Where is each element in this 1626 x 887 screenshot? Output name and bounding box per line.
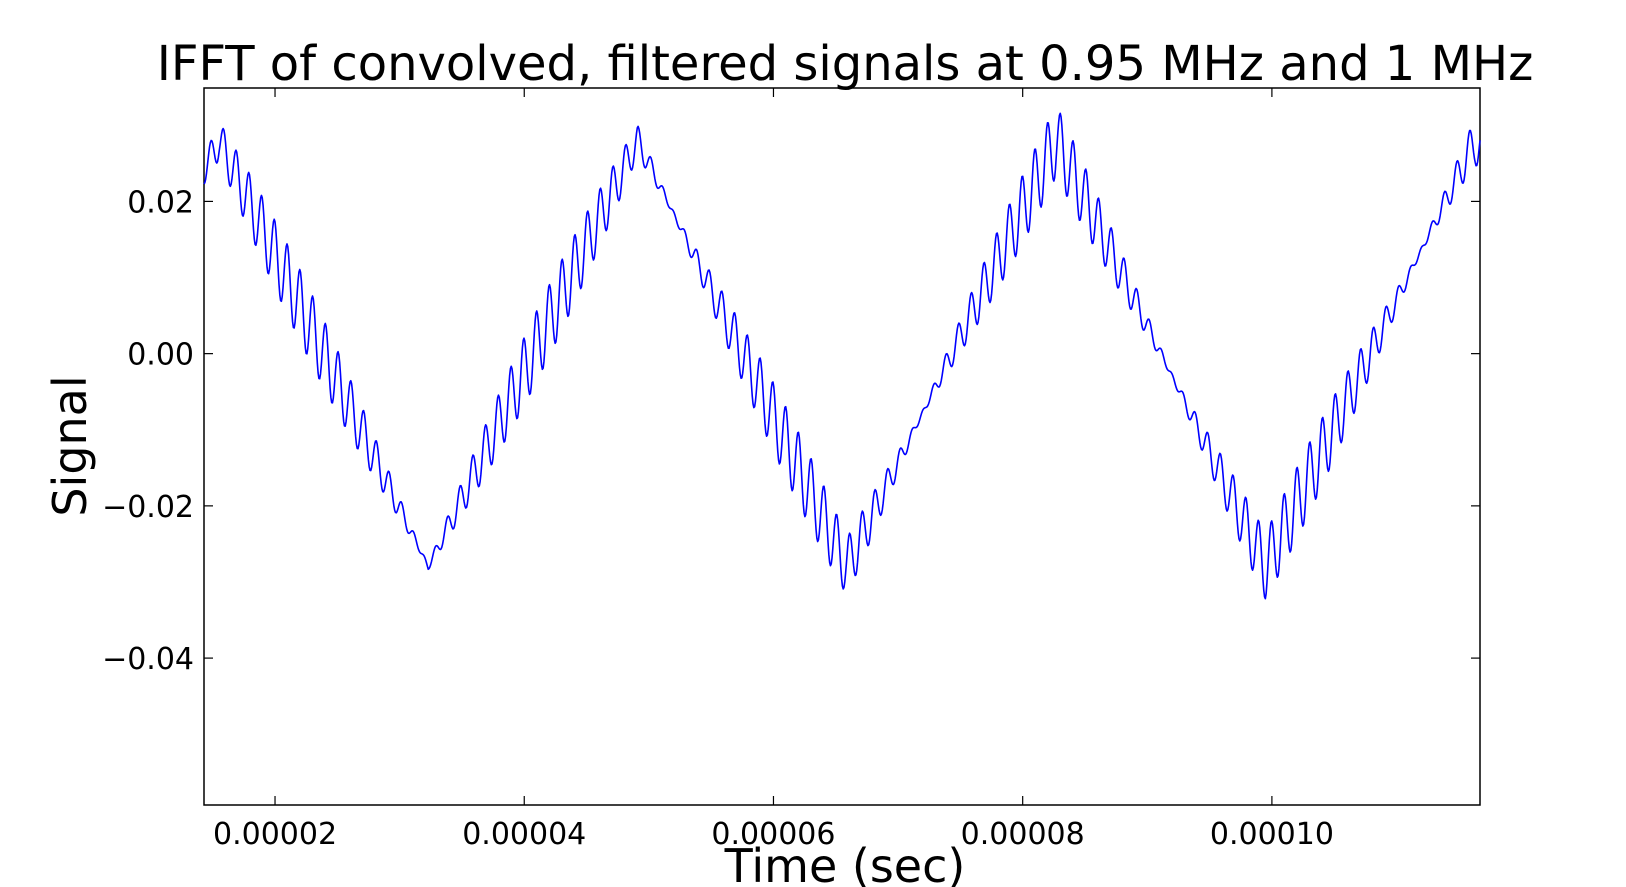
chart-title: IFFT of convolved, filtered signals at 0…: [157, 36, 1534, 92]
y-tick-label: −0.04: [102, 642, 194, 677]
y-tick-label: 0.00: [127, 338, 194, 373]
x-tick-label: 0.00008: [961, 817, 1085, 852]
x-tick-label: 0.00004: [462, 817, 586, 852]
series-group: [203, 112, 1481, 600]
x-tick-label: 0.00010: [1210, 817, 1334, 852]
x-axis-label: Time (sec): [724, 839, 966, 887]
series-line-0: [203, 112, 1481, 600]
plot-frame: [203, 87, 1481, 806]
y-tick-label: 0.02: [127, 185, 194, 220]
x-tick-label: 0.00006: [711, 817, 835, 852]
y-axis-ticks: 0.02 0.00 −0.02 −0.04: [102, 185, 1480, 677]
y-axis-label: Signal: [43, 375, 97, 516]
x-tick-label: 0.00002: [213, 817, 337, 852]
plot-area: 0.00002 0.00004 0.00006 0.00008 0.00010 0.02…: [102, 87, 1481, 852]
y-tick-label: −0.02: [102, 490, 194, 525]
x-axis-ticks: 0.00002 0.00004 0.00006 0.00008 0.00010: [213, 88, 1334, 852]
